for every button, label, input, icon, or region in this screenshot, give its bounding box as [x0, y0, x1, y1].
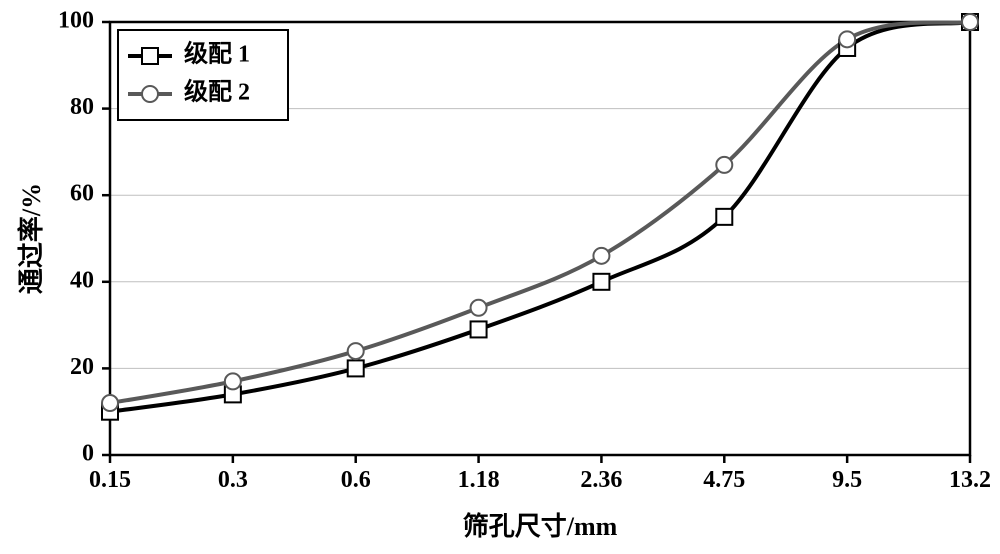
x-tick-label: 9.5	[832, 467, 862, 493]
x-tick-label: 4.75	[703, 467, 745, 493]
legend: 级配 1 级配 2	[118, 30, 288, 120]
x-tick-label: 0.6	[341, 467, 371, 493]
y-tick-label: 60	[70, 181, 94, 207]
y-tick-label: 0	[82, 441, 94, 467]
y-tick-label: 40	[70, 267, 94, 293]
x-tick-label: 0.3	[218, 467, 248, 493]
chart-svg: 0 20 40 60 80 100 0.15 0.3 0.6 1.18 2.36 4.75 9.5 13.…	[0, 0, 1000, 554]
y-tick-label: 80	[70, 94, 94, 120]
x-tick-label: 13.2	[949, 467, 991, 493]
x-tick-label: 2.36	[580, 467, 622, 493]
y-tick-label: 100	[58, 8, 94, 34]
legend-item-label: 级配 1	[184, 40, 250, 68]
gradation-chart: 0 20 40 60 80 100 0.15 0.3 0.6 1.18 2.36 4.75 9.5 13.…	[0, 0, 1000, 554]
x-tick-label: 0.15	[89, 467, 131, 493]
y-tick-label: 20	[70, 354, 94, 380]
x-tick-label: 1.18	[458, 467, 500, 493]
y-axis-title: 通过率/%	[16, 183, 46, 294]
x-axis-title: 筛孔尺寸/mm	[463, 511, 618, 541]
legend-item-label: 级配 2	[184, 78, 250, 106]
